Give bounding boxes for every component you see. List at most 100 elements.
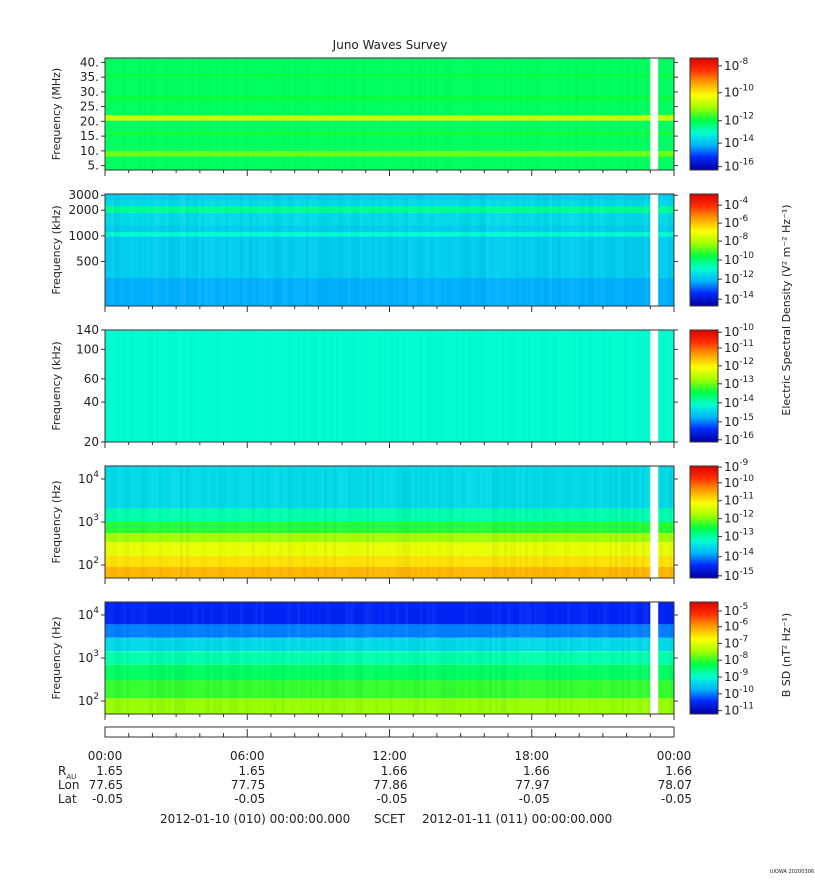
colorbar-tick-label: 10-14 bbox=[724, 394, 754, 410]
y-tick-label: 2000 bbox=[68, 203, 99, 217]
ephemeris-value: 78.07 bbox=[658, 778, 692, 792]
data-gap bbox=[650, 602, 659, 714]
spectrogram-panel-4: 104 103 102 Frequency (Hz) 10-910-10 10-11 10-… bbox=[50, 458, 754, 583]
y-tick-label: 40. bbox=[80, 55, 99, 69]
ephemeris-label: RAU bbox=[58, 764, 76, 781]
colorbar-tick-label: 10-10 bbox=[724, 685, 754, 701]
time-tick-label: 18:00 bbox=[514, 749, 549, 763]
ephemeris-label: Lat bbox=[58, 792, 77, 806]
ephemeris-value: 1.66 bbox=[523, 764, 550, 778]
colorbar-tick-label: 10-8 bbox=[724, 651, 749, 667]
spectral-band bbox=[105, 73, 674, 78]
y-tick-label: 15. bbox=[80, 129, 99, 143]
ephemeris-value: 77.97 bbox=[515, 778, 549, 792]
colorbar-tick-label: 10-11 bbox=[724, 702, 754, 718]
colorbar-tick-label: 10-14 bbox=[724, 548, 754, 564]
colorbar-tick-label: 10-10 bbox=[724, 84, 754, 100]
scet-label: SCET bbox=[374, 812, 406, 826]
colorbar bbox=[689, 601, 719, 715]
spectral-band bbox=[105, 466, 674, 509]
spectral-band bbox=[105, 698, 674, 714]
start-time-label: 2012-01-10 (010) 00:00:00.000 bbox=[160, 812, 350, 826]
ephemeris-value: 77.65 bbox=[89, 778, 123, 792]
y-tick-label: 103 bbox=[78, 649, 99, 665]
colorbar-tick-label: 10-10 bbox=[724, 251, 754, 267]
y-axis-label: Frequency (Hz) bbox=[50, 617, 63, 700]
spectral-band bbox=[105, 330, 674, 442]
y-tick-label: 104 bbox=[78, 606, 99, 622]
time-axis: 00:00 06:00 12:00 18:00 00:00 RAU 1.65 1.65 1.66… bbox=[58, 170, 692, 806]
ephemeris-value: 1.66 bbox=[665, 764, 692, 778]
time-tick-label: 12:00 bbox=[372, 749, 407, 763]
y-tick-label: 102 bbox=[78, 556, 99, 572]
electric-colorbar-label: Electric Spectral Density (V² m⁻² Hz⁻¹) bbox=[780, 204, 793, 415]
spectral-band bbox=[105, 278, 674, 306]
ephemeris-value: 1.65 bbox=[96, 764, 123, 778]
colorbar bbox=[689, 329, 719, 443]
spectral-band bbox=[105, 232, 674, 237]
y-tick-label: 35. bbox=[80, 70, 99, 84]
y-tick-label: 20. bbox=[80, 114, 99, 128]
colorbar-tick-label: 10-6 bbox=[724, 618, 749, 634]
spectral-band bbox=[105, 533, 674, 543]
y-axis-label: Frequency (kHz) bbox=[50, 205, 63, 294]
spectral-band bbox=[105, 664, 674, 681]
spectral-band bbox=[105, 115, 674, 121]
spectral-band bbox=[105, 151, 674, 157]
ephemeris-value: -0.05 bbox=[661, 792, 692, 806]
end-time-label: 2012-01-11 (011) 00:00:00.000 bbox=[422, 812, 612, 826]
colorbar-tick-label: 10-9 bbox=[724, 668, 749, 684]
spectral-band bbox=[105, 637, 674, 652]
y-tick-label: 20 bbox=[84, 435, 99, 449]
colorbar-tick-label: 10-10 bbox=[724, 323, 754, 339]
y-tick-label: 60 bbox=[84, 372, 99, 386]
ephemeris-value: 1.65 bbox=[239, 764, 266, 778]
data-gap bbox=[650, 58, 659, 170]
time-tick-label: 00:00 bbox=[88, 749, 123, 763]
colorbar-tick-label: 10-15 bbox=[724, 567, 754, 583]
colorbar-tick-label: 10-16 bbox=[724, 431, 754, 447]
y-tick-label: 30. bbox=[80, 85, 99, 99]
data-gap bbox=[650, 194, 659, 306]
ephemeris-value: -0.05 bbox=[376, 792, 407, 806]
spectral-band bbox=[105, 96, 674, 101]
colorbar-tick-label: 10-12 bbox=[724, 510, 754, 526]
ephemeris-value: -0.05 bbox=[234, 792, 265, 806]
y-tick-label: 102 bbox=[78, 692, 99, 708]
spectral-band bbox=[105, 542, 674, 556]
time-tick-label: 06:00 bbox=[230, 749, 265, 763]
y-tick-label: 10. bbox=[80, 144, 99, 158]
colorbar-tick-label: 10-5 bbox=[724, 602, 748, 618]
y-tick-label: 140 bbox=[76, 323, 99, 337]
colorbar-tick-label: 10-12 bbox=[724, 270, 754, 286]
ephemeris-value: -0.05 bbox=[92, 792, 123, 806]
colorbar-tick-label: 10-9 bbox=[724, 458, 749, 474]
colorbar-tick-label: 10-14 bbox=[724, 290, 754, 306]
colorbar-tick-label: 10-8 bbox=[724, 232, 749, 248]
colorbar-tick-label: 10-11 bbox=[724, 339, 754, 355]
spectral-band bbox=[105, 566, 674, 578]
ephemeris-value: 1.66 bbox=[381, 764, 408, 778]
spectral-band bbox=[105, 602, 674, 625]
spectral-band bbox=[105, 131, 674, 136]
data-gap bbox=[650, 466, 659, 578]
y-tick-label: 1000 bbox=[68, 229, 99, 243]
y-tick-label: 500 bbox=[76, 254, 99, 268]
spectrogram-panel-1: 40.35.30.25.20.15.10.5. Frequency (MHz) 10… bbox=[50, 55, 754, 173]
colorbar bbox=[689, 193, 719, 307]
colorbar-tick-label: 10-12 bbox=[724, 357, 754, 373]
spectral-band bbox=[105, 206, 674, 213]
colorbar bbox=[689, 465, 719, 579]
colorbar-tick-label: 10-14 bbox=[724, 134, 754, 150]
y-axis-label: Frequency (Hz) bbox=[50, 481, 63, 564]
y-tick-label: 103 bbox=[78, 513, 99, 529]
footer-stamp: UIOWA 20200306 bbox=[770, 869, 814, 875]
ephemeris-value: 77.86 bbox=[373, 778, 407, 792]
spectral-band bbox=[105, 624, 674, 638]
time-tick-label: 00:00 bbox=[657, 749, 692, 763]
y-tick-label: 25. bbox=[80, 100, 99, 114]
